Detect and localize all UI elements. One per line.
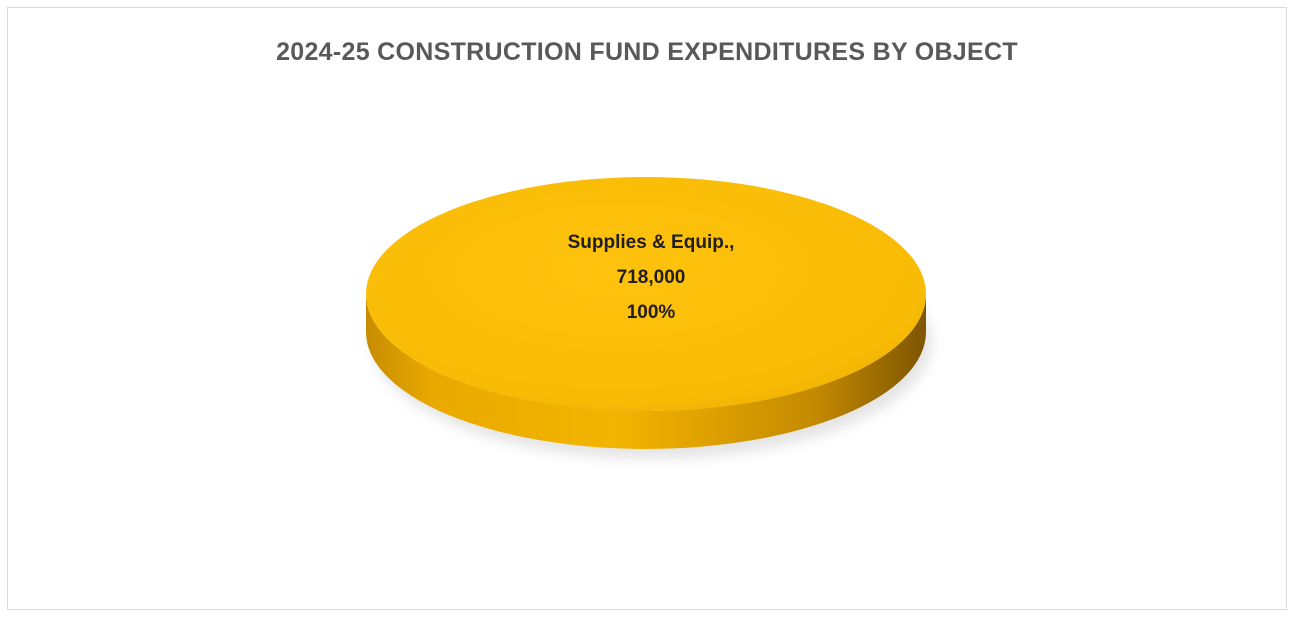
pie-slice-side-0 <box>366 294 926 449</box>
slice-label-percent: 100% <box>627 302 676 323</box>
chart-frame: 2024-25 CONSTRUCTION FUND EXPENDITURES B… <box>7 7 1287 610</box>
pie-chart: Supplies & Equip., 718,000 100% <box>366 177 932 459</box>
slice-label-category: Supplies & Equip., <box>568 232 735 253</box>
slice-label-value: 718,000 <box>617 267 686 288</box>
pie-slice-0 <box>366 177 926 411</box>
chart-title: 2024-25 CONSTRUCTION FUND EXPENDITURES B… <box>276 38 1018 66</box>
